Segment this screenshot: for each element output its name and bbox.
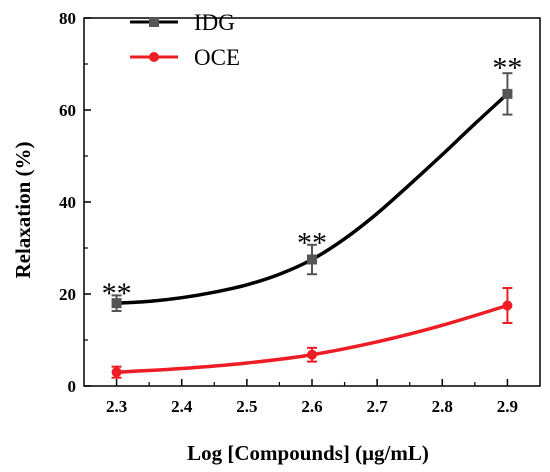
legend-item-oce: OCE — [130, 45, 240, 70]
data-point-idg — [111, 294, 122, 313]
x-axis-title: Log [Compounds] (μg/mL) — [187, 441, 429, 465]
legend: IDG OCE — [130, 10, 240, 70]
data-point-idg — [502, 72, 513, 116]
significance-label: ** — [102, 277, 132, 310]
significance-label: ** — [492, 52, 522, 85]
data-point-oce — [502, 287, 513, 324]
significance-label: ** — [297, 227, 327, 260]
y-tick-label: 40 — [59, 193, 76, 212]
y-tick-label: 60 — [59, 101, 76, 120]
points — [111, 72, 513, 379]
legend-marker-oce — [149, 52, 159, 62]
marker-oce — [111, 367, 122, 378]
plot-frame — [83, 17, 541, 387]
data-point-idg — [307, 243, 317, 276]
x-tick-label: 2.4 — [171, 397, 193, 416]
legend-item-idg: IDG — [130, 10, 235, 35]
marker-idg — [307, 254, 317, 265]
x-tick-label: 2.3 — [106, 397, 127, 416]
legend-label-idg: IDG — [194, 10, 235, 35]
x-tick-label: 2.8 — [432, 397, 453, 416]
marker-idg — [111, 298, 122, 309]
y-tick-label: 20 — [59, 285, 76, 304]
x-tick-label: 2.9 — [497, 397, 518, 416]
y-axis-title: Relaxation (%) — [11, 141, 35, 278]
data-point-oce — [307, 346, 317, 363]
marker-oce — [502, 300, 513, 311]
axes: 2.3 2.4 2.5 2.6 2.7 2.8 2.9 0 20 40 60 80 — [59, 9, 541, 416]
x-tick-label: 2.7 — [367, 397, 389, 416]
x-tick-label: 2.5 — [236, 397, 257, 416]
marker-oce — [307, 349, 317, 360]
legend-marker-idg — [149, 17, 159, 27]
annotations: ** ** ** — [102, 52, 523, 310]
legend-label-oce: OCE — [194, 45, 240, 70]
x-tick-label: 2.6 — [301, 397, 322, 416]
y-tick-label: 80 — [59, 9, 76, 28]
marker-idg — [502, 88, 513, 99]
y-tick-label: 0 — [68, 377, 77, 396]
data-point-oce — [111, 365, 122, 379]
